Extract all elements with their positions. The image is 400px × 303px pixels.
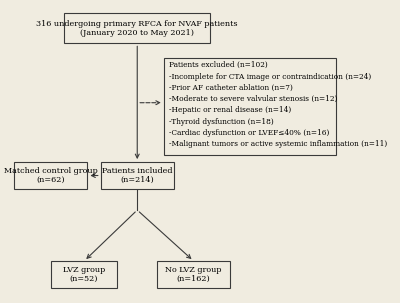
Text: -Hepatic or renal disease (n=14): -Hepatic or renal disease (n=14) bbox=[169, 106, 291, 115]
FancyBboxPatch shape bbox=[101, 162, 174, 189]
Text: 316 undergoing primary RFCA for NVAF patients
(January 2020 to May 2021): 316 undergoing primary RFCA for NVAF pat… bbox=[36, 20, 238, 37]
Text: -Malignant tumors or active systemic inflammation (n=11): -Malignant tumors or active systemic inf… bbox=[169, 140, 387, 148]
Text: -Cardiac dysfunction or LVEF≤40% (n=16): -Cardiac dysfunction or LVEF≤40% (n=16) bbox=[169, 129, 329, 137]
Text: -Thyroid dysfunction (n=18): -Thyroid dysfunction (n=18) bbox=[169, 118, 274, 126]
Text: -Moderate to severe valvular stenosis (n=12): -Moderate to severe valvular stenosis (n… bbox=[169, 95, 337, 103]
Text: LVZ group
(n=52): LVZ group (n=52) bbox=[63, 266, 105, 283]
FancyBboxPatch shape bbox=[51, 261, 117, 288]
Text: Matched control group
(n=62): Matched control group (n=62) bbox=[4, 167, 98, 184]
FancyBboxPatch shape bbox=[64, 13, 210, 43]
FancyBboxPatch shape bbox=[157, 261, 230, 288]
FancyBboxPatch shape bbox=[14, 162, 88, 189]
Text: Patients included
(n=214): Patients included (n=214) bbox=[102, 167, 172, 184]
Text: No LVZ group
(n=162): No LVZ group (n=162) bbox=[166, 266, 222, 283]
FancyBboxPatch shape bbox=[164, 58, 336, 155]
Text: -Incomplete for CTA image or contraindication (n=24): -Incomplete for CTA image or contraindic… bbox=[169, 72, 371, 81]
Text: -Prior AF catheter ablation (n=7): -Prior AF catheter ablation (n=7) bbox=[169, 84, 293, 92]
Text: Patients excluded (n=102): Patients excluded (n=102) bbox=[169, 61, 268, 69]
